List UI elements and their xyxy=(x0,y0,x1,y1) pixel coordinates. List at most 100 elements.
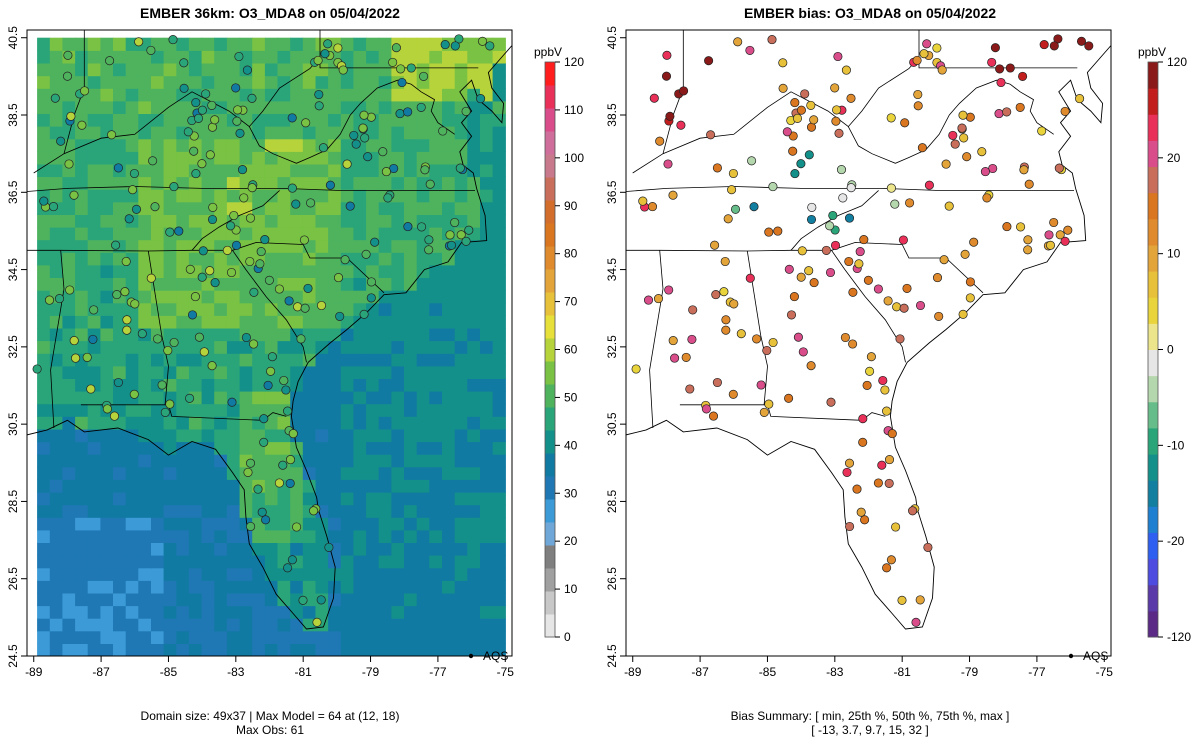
model-grid-cell xyxy=(151,126,165,140)
model-grid-cell xyxy=(252,277,266,291)
model-grid-cell xyxy=(201,605,215,619)
model-grid-cell xyxy=(138,239,152,253)
model-grid-cell xyxy=(467,580,481,594)
obs-marker xyxy=(440,40,450,50)
obs-marker xyxy=(370,237,380,247)
obs-marker xyxy=(318,143,328,153)
left-footer-domain: Domain size: 49x37 | Max Model = 64 at (… xyxy=(141,709,400,723)
model-grid-cell xyxy=(239,592,253,607)
model-grid-cell xyxy=(429,37,443,51)
model-grid-cell xyxy=(442,605,456,619)
model-grid-cell xyxy=(467,428,481,443)
model-grid-cell xyxy=(416,630,430,644)
model-grid-cell xyxy=(340,605,355,619)
model-grid-cell xyxy=(404,365,418,379)
model-grid-cell xyxy=(277,315,291,329)
model-grid-cell xyxy=(480,580,494,594)
model-grid-cell xyxy=(404,441,418,455)
bias-marker xyxy=(846,183,856,193)
model-grid-cell xyxy=(75,555,89,569)
obs-marker xyxy=(163,345,173,356)
model-grid-cell xyxy=(467,277,481,291)
model-grid-cell xyxy=(353,63,367,77)
model-grid-cell xyxy=(480,163,494,178)
model-grid-cell xyxy=(37,580,51,594)
model-grid-cell xyxy=(100,353,114,367)
model-grid-cell xyxy=(378,239,392,253)
model-grid-cell xyxy=(277,340,291,354)
right-panel: EMBER bias: O3_MDA8 on 05/04/2022 -89 -87… xyxy=(605,5,1191,737)
model-grid-cell xyxy=(416,252,430,266)
model-grid-cell xyxy=(252,643,266,656)
model-grid-cell xyxy=(37,75,51,89)
model-grid-cell xyxy=(125,50,139,64)
model-grid-cell xyxy=(302,492,317,506)
model-grid-cell xyxy=(328,391,342,405)
model-grid-cell xyxy=(264,264,279,278)
model-grid-cell xyxy=(239,391,253,405)
colorbar-swatch xyxy=(1148,140,1158,168)
model-grid-cell xyxy=(454,176,468,190)
model-grid-cell xyxy=(290,315,304,329)
model-grid-cell xyxy=(264,504,279,518)
model-grid-cell xyxy=(226,517,241,531)
model-grid-cell xyxy=(125,100,139,114)
obs-marker xyxy=(207,361,217,371)
bias-marker xyxy=(1049,217,1059,228)
model-grid-cell xyxy=(201,555,215,569)
colorbar-swatch xyxy=(1148,271,1158,298)
model-grid-cell xyxy=(201,466,215,480)
model-grid-cell xyxy=(378,264,392,278)
model-grid-cell xyxy=(366,201,380,215)
obs-marker xyxy=(291,199,301,209)
bias-marker xyxy=(643,295,654,305)
bias-marker xyxy=(995,64,1005,74)
model-grid-cell xyxy=(214,378,228,392)
model-grid-cell xyxy=(302,529,317,543)
model-grid-cell xyxy=(315,353,329,367)
model-grid-cell xyxy=(87,592,101,607)
model-grid-cell xyxy=(366,315,380,329)
model-grid-cell xyxy=(151,138,165,152)
model-grid-cell xyxy=(404,643,418,656)
model-grid-cell xyxy=(340,50,355,64)
bias-marker xyxy=(844,256,854,267)
obs-marker xyxy=(77,120,87,130)
bias-marker xyxy=(913,101,923,111)
model-grid-cell xyxy=(239,302,253,316)
model-grid-cell xyxy=(391,340,405,354)
model-grid-cell xyxy=(366,176,380,190)
model-grid-cell xyxy=(125,126,139,140)
model-grid-cell xyxy=(100,163,114,178)
model-grid-cell xyxy=(328,618,342,632)
model-grid-cell xyxy=(378,327,392,342)
obs-marker xyxy=(205,266,215,276)
model-grid-cell xyxy=(492,630,506,644)
model-grid-cell xyxy=(87,365,101,379)
model-grid-cell xyxy=(366,138,380,152)
model-grid-cell xyxy=(353,163,367,178)
model-grid-cell xyxy=(454,403,468,417)
model-grid-cell xyxy=(480,327,494,342)
bias-marker xyxy=(1002,107,1012,117)
model-grid-cell xyxy=(201,50,215,64)
model-grid-cell xyxy=(87,479,101,493)
model-grid-cell xyxy=(429,428,443,443)
bias-marker xyxy=(798,347,808,357)
model-grid-cell xyxy=(151,454,165,468)
model-grid-cell xyxy=(404,151,418,165)
model-grid-cell xyxy=(366,605,380,619)
model-grid-cell xyxy=(151,592,165,607)
model-grid-cell xyxy=(290,100,304,114)
model-grid-cell xyxy=(416,504,430,518)
bias-marker xyxy=(704,56,714,66)
model-grid-cell xyxy=(188,555,203,569)
model-grid-cell xyxy=(416,365,430,379)
model-grid-cell xyxy=(214,416,228,430)
model-grid-cell xyxy=(37,479,51,493)
bias-marker xyxy=(892,302,902,312)
model-grid-cell xyxy=(467,37,481,51)
model-grid-cell xyxy=(100,277,114,291)
model-grid-cell xyxy=(454,441,468,455)
model-grid-cell xyxy=(201,378,215,392)
